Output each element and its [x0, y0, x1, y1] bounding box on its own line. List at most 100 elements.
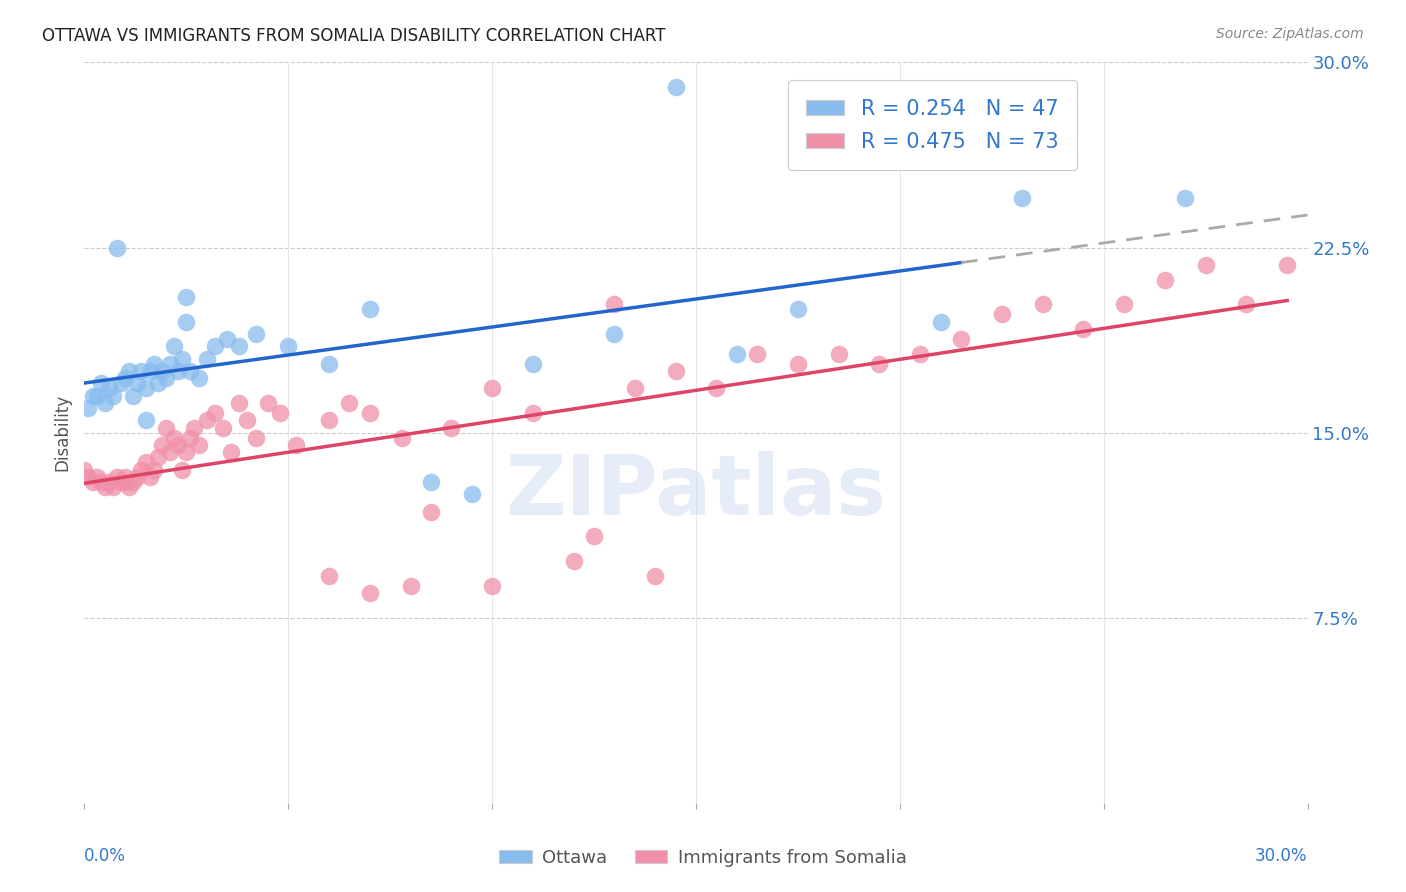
- Text: OTTAWA VS IMMIGRANTS FROM SOMALIA DISABILITY CORRELATION CHART: OTTAWA VS IMMIGRANTS FROM SOMALIA DISABI…: [42, 27, 665, 45]
- Point: [228, 339, 250, 353]
- Point: [86, 388, 108, 402]
- Point: [481, 579, 503, 593]
- Point: [174, 314, 197, 328]
- Point: [195, 351, 218, 366]
- Point: [359, 586, 381, 600]
- Point: [787, 357, 810, 371]
- Point: [179, 431, 201, 445]
- Point: [93, 480, 115, 494]
- Point: [603, 326, 626, 341]
- Point: [159, 357, 181, 371]
- Point: [174, 290, 197, 304]
- Point: [522, 357, 544, 371]
- Point: [420, 475, 443, 489]
- Point: [359, 406, 381, 420]
- Point: [150, 364, 173, 378]
- Point: [219, 445, 242, 459]
- Point: [269, 406, 291, 420]
- Point: [172, 462, 194, 476]
- Point: [440, 420, 463, 434]
- Text: ZIPatlas: ZIPatlas: [506, 451, 886, 533]
- Point: [481, 381, 503, 395]
- Point: [122, 388, 145, 402]
- Point: [665, 364, 688, 378]
- Point: [118, 480, 141, 494]
- Point: [1073, 322, 1095, 336]
- Point: [183, 420, 205, 434]
- Point: [131, 462, 153, 476]
- Point: [155, 371, 177, 385]
- Point: [318, 568, 340, 582]
- Point: [82, 475, 104, 489]
- Point: [167, 364, 190, 378]
- Point: [187, 371, 209, 385]
- Point: [359, 302, 381, 317]
- Point: [217, 332, 239, 346]
- Point: [101, 480, 124, 494]
- Point: [105, 470, 128, 484]
- Point: [950, 332, 973, 346]
- Point: [245, 326, 267, 341]
- Point: [110, 475, 132, 489]
- Point: [167, 438, 190, 452]
- Point: [204, 339, 226, 353]
- Point: [163, 431, 186, 445]
- Point: [114, 371, 136, 385]
- Point: [562, 554, 585, 568]
- Point: [127, 470, 149, 484]
- Point: [195, 413, 218, 427]
- Point: [339, 396, 361, 410]
- Point: [420, 505, 443, 519]
- Point: [142, 462, 165, 476]
- Point: [706, 381, 728, 395]
- Point: [135, 381, 157, 395]
- Point: [869, 357, 891, 371]
- Y-axis label: Disability: Disability: [53, 394, 72, 471]
- Point: [142, 357, 165, 371]
- Point: [285, 438, 308, 452]
- Point: [172, 351, 194, 366]
- Point: [146, 450, 169, 465]
- Point: [236, 413, 259, 427]
- Point: [245, 431, 267, 445]
- Point: [522, 406, 544, 420]
- Point: [277, 339, 299, 353]
- Point: [97, 475, 120, 489]
- Point: [910, 346, 932, 360]
- Point: [97, 381, 120, 395]
- Point: [159, 445, 181, 459]
- Point: [257, 396, 280, 410]
- Point: [212, 420, 235, 434]
- Point: [131, 364, 153, 378]
- Point: [1154, 272, 1177, 286]
- Point: [1032, 297, 1054, 311]
- Point: [122, 475, 145, 489]
- Point: [1195, 258, 1218, 272]
- Point: [665, 80, 688, 95]
- Point: [114, 475, 136, 489]
- Text: 30.0%: 30.0%: [1256, 847, 1308, 865]
- Point: [204, 406, 226, 420]
- Point: [747, 346, 769, 360]
- Legend: R = 0.254   N = 47, R = 0.475   N = 73: R = 0.254 N = 47, R = 0.475 N = 73: [787, 80, 1077, 170]
- Point: [1174, 191, 1197, 205]
- Point: [138, 364, 160, 378]
- Point: [1277, 258, 1299, 272]
- Point: [110, 376, 132, 391]
- Point: [135, 413, 157, 427]
- Point: [114, 470, 136, 484]
- Point: [461, 487, 484, 501]
- Point: [73, 462, 96, 476]
- Point: [624, 381, 647, 395]
- Point: [155, 420, 177, 434]
- Point: [86, 470, 108, 484]
- Point: [603, 297, 626, 311]
- Legend: Ottawa, Immigrants from Somalia: Ottawa, Immigrants from Somalia: [492, 842, 914, 874]
- Point: [146, 376, 169, 391]
- Point: [1011, 191, 1033, 205]
- Point: [150, 438, 173, 452]
- Point: [138, 470, 160, 484]
- Point: [187, 438, 209, 452]
- Point: [1236, 297, 1258, 311]
- Point: [318, 413, 340, 427]
